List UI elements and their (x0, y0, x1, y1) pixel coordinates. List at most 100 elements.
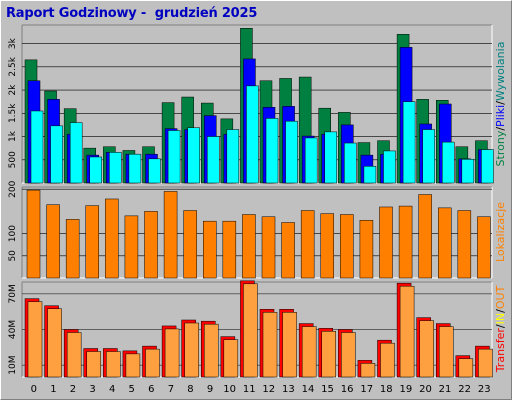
bar-wywolania-20 (422, 129, 435, 184)
bar-transfer-0 (27, 301, 43, 378)
bar-transfer-23 (478, 348, 493, 378)
bar-lokalizacje-1 (46, 204, 60, 279)
bar-transfer-19 (399, 285, 415, 378)
y-tick-label: 50 (8, 250, 18, 262)
bar-transfer-22 (458, 358, 474, 378)
x-tick-label: 21 (439, 384, 452, 395)
x-tick-label: 23 (478, 384, 491, 395)
bar-transfer-5 (125, 353, 141, 378)
x-tick-label: 9 (207, 384, 213, 395)
bar-wywolania-14 (304, 137, 318, 184)
bar-wywolania-3 (89, 156, 102, 184)
y-tick-label: 40M (8, 320, 18, 339)
side-label-bottom: Transfer/IN/OUT (494, 285, 507, 373)
x-tick-label: 4 (109, 384, 115, 395)
bar-wywolania-15 (324, 131, 337, 184)
side-label-top: Strony/Pliki/Wywolania (494, 42, 507, 167)
side-label-part: / (494, 101, 507, 105)
side-label-part: Strony (494, 130, 507, 166)
x-tick-label: 0 (31, 384, 37, 395)
bar-wywolania-9 (207, 136, 220, 184)
bar-transfer-21 (439, 326, 454, 378)
side-label-part: Transfer (494, 328, 507, 374)
x-tick-label: 6 (148, 384, 154, 395)
side-label-part: IN (494, 313, 507, 324)
bar-transfer-6 (145, 348, 160, 378)
bar-transfer-17 (360, 363, 376, 378)
bar-transfer-15 (321, 331, 336, 378)
bar-lokalizacje-13 (281, 222, 295, 279)
x-tick-label: 8 (187, 384, 193, 395)
x-tick-label: 16 (341, 384, 354, 395)
bar-lokalizacje-10 (222, 220, 237, 279)
bar-lokalizacje-11 (242, 214, 256, 279)
bar-lokalizacje-0 (26, 189, 41, 279)
bar-transfer-8 (184, 322, 199, 378)
side-label-middle: Lokalizacje (494, 202, 507, 262)
bar-wywolania-16 (344, 142, 357, 184)
x-tick-label: 15 (321, 384, 334, 395)
x-tick-label: 14 (302, 384, 315, 395)
bar-wywolania-8 (187, 127, 200, 184)
bar-wywolania-2 (69, 122, 83, 184)
side-label-part: Wywolania (494, 42, 507, 102)
y-tick-label: 70M (8, 284, 18, 303)
y-tick-label: 100 (8, 225, 18, 242)
bar-wywolania-12 (265, 118, 279, 184)
bar-wywolania-7 (167, 130, 181, 184)
y-tick-label: 200 (8, 180, 18, 197)
x-tick-label: 13 (282, 384, 295, 395)
y-tick-label: 10M (8, 356, 18, 375)
x-tick-label: 20 (419, 384, 432, 395)
bar-transfer-12 (262, 312, 278, 378)
y-tick-label: 3k (8, 37, 18, 49)
bar-wywolania-21 (442, 141, 455, 184)
bar-lokalizacje-16 (340, 214, 354, 279)
x-tick-label: 10 (223, 384, 236, 395)
x-tick-label: 12 (262, 384, 275, 395)
bar-transfer-4 (106, 351, 121, 378)
bar-wywolania-1 (50, 125, 63, 184)
bar-transfer-7 (164, 328, 180, 378)
bar-transfer-18 (380, 342, 395, 378)
y-tick-label: 1k (8, 130, 18, 142)
bar-transfer-16 (341, 332, 356, 378)
bar-transfer-9 (204, 323, 219, 378)
bar-lokalizacje-17 (359, 220, 374, 279)
bar-wywolania-6 (148, 158, 161, 184)
bar-lokalizacje-18 (379, 206, 393, 279)
bar-transfer-1 (47, 308, 62, 378)
bar-lokalizacje-19 (398, 205, 413, 279)
bar-transfer-20 (419, 320, 434, 378)
y-tick-label: 1.5k (8, 103, 18, 123)
x-tick-label: 22 (458, 384, 471, 395)
bar-wywolania-10 (226, 129, 240, 184)
bar-lokalizacje-20 (418, 194, 432, 279)
x-tick-label: 7 (168, 384, 174, 395)
x-tick-label: 17 (360, 384, 373, 395)
x-tick-label: 18 (380, 384, 393, 395)
bar-lokalizacje-9 (203, 220, 217, 279)
bar-wywolania-5 (128, 153, 142, 184)
bar-lokalizacje-5 (124, 215, 139, 279)
bar-transfer-11 (243, 283, 258, 378)
bar-lokalizacje-8 (183, 210, 197, 279)
page-title: Raport Godzinowy - grudzień 2025 (6, 6, 258, 21)
bar-lokalizacje-7 (163, 191, 178, 279)
bar-wywolania-22 (461, 159, 475, 184)
bar-lokalizacje-22 (457, 210, 472, 279)
x-tick-label: 19 (400, 384, 413, 395)
bar-transfer-10 (223, 339, 239, 378)
bar-wywolania-0 (30, 110, 44, 184)
bar-transfer-3 (86, 351, 101, 378)
plot-area-1 (22, 187, 492, 278)
bar-wywolania-23 (481, 149, 494, 184)
x-tick-label: 3 (89, 384, 95, 395)
bar-lokalizacje-14 (300, 210, 315, 279)
side-label-part: Pliki (494, 105, 507, 127)
x-tick-label: 11 (243, 384, 256, 395)
side-label-part: Lokalizacje (494, 202, 507, 262)
bar-lokalizacje-3 (85, 205, 99, 279)
